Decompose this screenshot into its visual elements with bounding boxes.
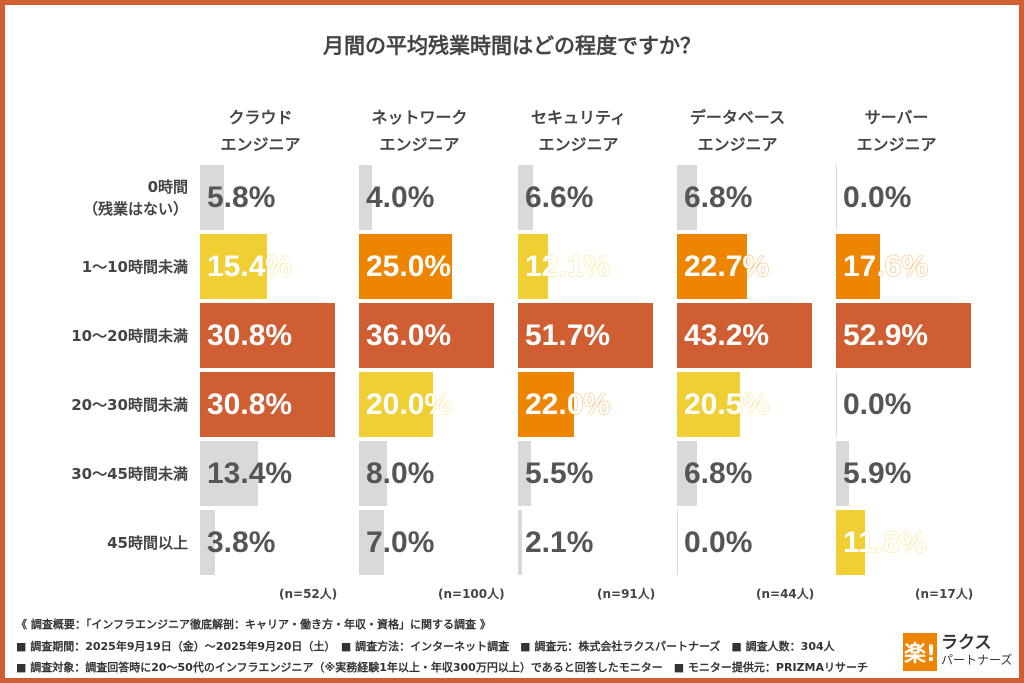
footer-overview: 《 調査概要：「インフラエンジニア徹底解剖：キャリア・働き方・年収・資格」に関す…: [16, 618, 491, 631]
footer-target: ■ 調査対象：調査回答時に20〜50代のインフラエンジニア（※実務経験1年以上・…: [16, 661, 868, 674]
bar: [835, 440, 851, 507]
data-label: 30.8%: [207, 319, 293, 352]
bar: [199, 371, 336, 438]
data-label: 15.4%: [207, 250, 293, 283]
column-header: ネットワーク エンジニア: [371, 108, 468, 154]
chart-title: 月間の平均残業時間はどの程度ですか？: [323, 34, 701, 58]
row-label: 10〜20時間未満: [71, 326, 188, 345]
logo-mark: 楽!: [903, 633, 937, 671]
data-label: 20.5%: [684, 388, 770, 421]
data-label: 6.8%: [684, 181, 753, 214]
sample-size: (n=91人): [597, 587, 656, 601]
sample-size: (n=100人): [438, 587, 505, 601]
data-label: 0.0%: [684, 526, 753, 559]
data-label: 5.5%: [525, 457, 594, 490]
logo-sub: パートナーズ: [941, 653, 1013, 667]
data-label: 12.1%: [525, 250, 611, 283]
bar: [676, 302, 813, 369]
bar: [517, 371, 576, 438]
sample-size: (n=52人): [279, 587, 338, 601]
bar: [835, 164, 838, 231]
bar: [199, 509, 216, 576]
footer-period: ■ 調査期間：2025年9月19日（金）〜2025年9月20日（土） ■ 調査方…: [16, 640, 835, 653]
bar: [199, 440, 259, 507]
sample-size: (n=17人): [915, 587, 974, 601]
data-label: 7.0%: [366, 526, 435, 559]
bar: [199, 233, 268, 300]
data-label: 25.0%: [366, 250, 452, 283]
row-label: 30〜45時間未満: [71, 464, 188, 483]
data-label: 52.9%: [843, 319, 929, 352]
bar: [358, 509, 385, 576]
row-label: 0時間 （残業はない）: [82, 177, 188, 218]
bar: [199, 302, 336, 369]
data-label: 8.0%: [366, 457, 435, 490]
bar: [358, 302, 495, 369]
bar: [517, 509, 523, 576]
bar: [199, 164, 225, 231]
data-label: 4.0%: [366, 181, 435, 214]
bar: [676, 164, 698, 231]
row-label: 20〜30時間未満: [71, 395, 188, 414]
bar: [835, 302, 972, 369]
rakus-partners-logo: 楽! ラクス パートナーズ: [903, 633, 1012, 671]
column-header: データベース エンジニア: [689, 108, 786, 154]
bar: [517, 233, 550, 300]
column-header: セキュリティ エンジニア: [530, 108, 627, 154]
bar: [835, 233, 881, 300]
column-header: サーバー エンジニア: [856, 108, 937, 154]
bar: [835, 371, 838, 438]
bar: [676, 440, 698, 507]
data-label: 6.6%: [525, 181, 594, 214]
bar: [517, 302, 654, 369]
bar: [835, 509, 866, 576]
data-label: 0.0%: [843, 181, 912, 214]
data-label: 17.6%: [843, 250, 929, 283]
bar: [517, 164, 535, 231]
data-label: 36.0%: [366, 319, 452, 352]
bar: [676, 509, 679, 576]
data-label: 5.8%: [207, 181, 276, 214]
column-header: クラウド エンジニア: [220, 108, 301, 154]
data-label: 3.8%: [207, 526, 276, 559]
data-label: 13.4%: [207, 457, 293, 490]
data-label: 2.1%: [525, 526, 594, 559]
data-label: 51.7%: [525, 319, 611, 352]
data-label: 22.7%: [684, 250, 770, 283]
bar: [358, 164, 374, 231]
data-label: 20.0%: [366, 388, 452, 421]
data-label: 43.2%: [684, 319, 770, 352]
row-label: 1〜10時間未満: [81, 257, 188, 276]
logo-name: ラクス: [941, 633, 992, 653]
sample-size: (n=44人): [756, 587, 815, 601]
data-label: 0.0%: [843, 388, 912, 421]
data-label: 22.0%: [525, 388, 611, 421]
bar: [517, 440, 532, 507]
data-label: 6.8%: [684, 457, 753, 490]
data-label: 30.8%: [207, 388, 293, 421]
row-label: 45時間以上: [107, 533, 188, 552]
bar: [358, 371, 435, 438]
bar: [676, 233, 748, 300]
bar: [676, 371, 741, 438]
bar: [358, 440, 389, 507]
bar: [358, 233, 454, 300]
data-label: 11.8%: [843, 526, 927, 559]
data-label: 5.9%: [843, 457, 912, 490]
